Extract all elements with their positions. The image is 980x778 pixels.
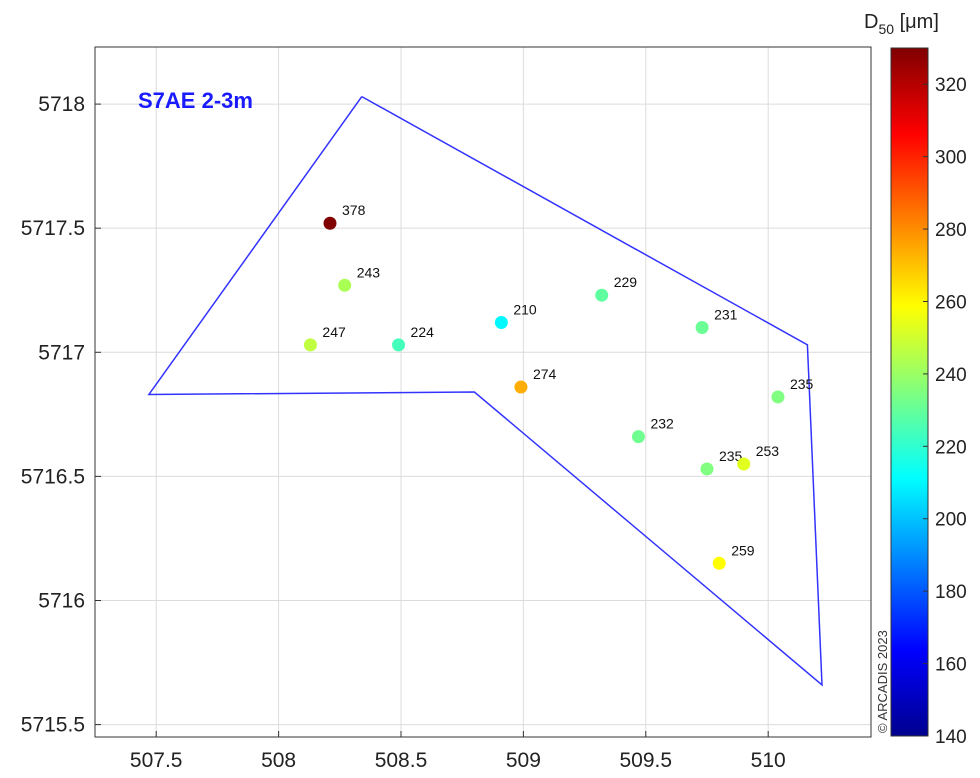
sample-point (737, 457, 751, 471)
colorbar-ticks: 140 160 180 200 220 240 260 280 300 320 (923, 75, 967, 748)
x-tick-label: 508.5 (375, 749, 428, 772)
y-axis: 5718 5717.5 5717 5716.5 5716 5715.5 (21, 93, 101, 737)
y-tick-label: 5716 (38, 589, 85, 612)
point-value-label: 235 (790, 376, 814, 392)
sample-point (712, 556, 726, 570)
colorbar-title: D50 [μm] (864, 11, 939, 37)
x-tick-label: 510 (751, 749, 786, 772)
colorbar-tick-label: 200 (935, 510, 967, 531)
x-tick-label: 509.5 (620, 749, 673, 772)
sample-point (595, 288, 609, 302)
colorbar-tick-label: 300 (935, 148, 967, 169)
sample-point (771, 390, 785, 404)
point-value-label: 229 (614, 274, 638, 290)
sample-point (514, 380, 528, 394)
point-value-label: 224 (411, 324, 435, 340)
point-value-label: 243 (357, 264, 381, 280)
colorbar-tick-label: 160 (935, 655, 967, 676)
x-tick-label: 507.5 (130, 749, 183, 772)
x-tick-label: 508 (261, 749, 296, 772)
point-value-label: 235 (719, 448, 743, 464)
plot-frame (94, 46, 872, 738)
sample-point (700, 462, 714, 476)
y-tick-label: 5717.5 (21, 217, 85, 240)
colorbar (890, 47, 929, 737)
sample-point (303, 338, 317, 352)
sample-point (631, 430, 645, 444)
sample-point (392, 338, 406, 352)
point-value-label: 232 (650, 416, 674, 432)
x-axis: 507.5 508 508.5 509 509.5 510 (130, 731, 786, 772)
point-value-label: 274 (533, 366, 557, 382)
point-value-label: 253 (756, 443, 780, 459)
point-value-label: 231 (714, 306, 738, 322)
sample-point (695, 320, 709, 334)
grid-lines (95, 47, 871, 737)
y-tick-label: 5715.5 (21, 714, 85, 737)
sample-point (494, 316, 508, 330)
colorbar-tick-label: 140 (935, 727, 967, 748)
chart-title: S7AE 2-3m (138, 88, 253, 113)
colorbar-tick-label: 220 (935, 437, 967, 458)
point-value-label: 210 (513, 302, 537, 318)
colorbar-tick-label: 260 (935, 292, 967, 313)
sample-point (323, 216, 337, 230)
y-tick-label: 5718 (38, 93, 85, 116)
y-tick-label: 5716.5 (21, 465, 85, 488)
sample-point (338, 278, 352, 292)
point-value-label: 247 (322, 324, 346, 340)
sample-points: 378 243 247 224 210 274 229 231 235 232 235 253 259 (303, 202, 814, 570)
colorbar-tick-label: 180 (935, 582, 967, 603)
colorbar-tick-label: 240 (935, 365, 967, 386)
copyright-notice: © ARCADIS 2023 (875, 630, 890, 733)
plot-background (95, 47, 871, 737)
survey-area-polygon (147, 95, 823, 687)
x-tick-label: 509 (506, 749, 541, 772)
colorbar-tick-label: 320 (935, 75, 967, 96)
point-value-label: 378 (342, 202, 366, 218)
y-tick-label: 5717 (38, 341, 85, 364)
point-value-label: 259 (731, 542, 755, 558)
colorbar-tick-label: 280 (935, 220, 967, 241)
